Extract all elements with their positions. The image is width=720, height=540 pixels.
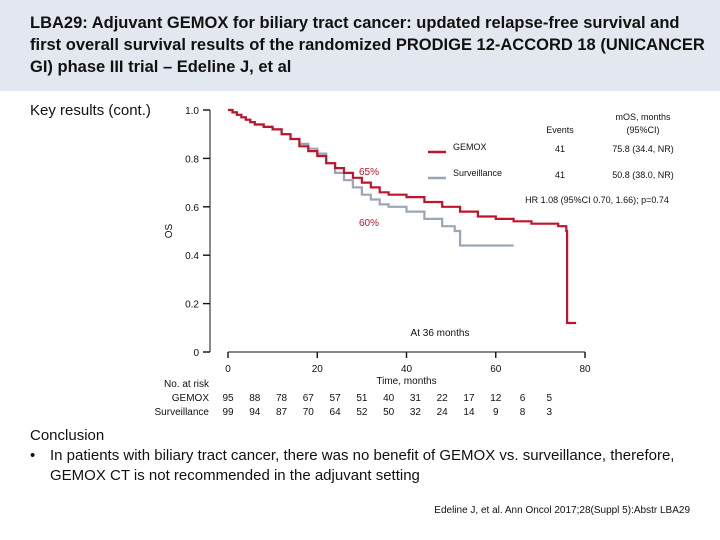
legend-median: 75.8 (34.4, NR) (612, 144, 674, 154)
conclusion-text: In patients with biliary tract cancer, t… (50, 447, 675, 484)
risk-value: 51 (356, 393, 368, 404)
chart-axes: 0 0.2 0.4 0.6 0.8 1.0 OS 0 20 40 60 80 Time, months (164, 106, 591, 387)
conclusion-block: Conclusion • In patients with biliary tr… (30, 426, 710, 486)
risk-value: 17 (463, 393, 475, 404)
gemox-36-label: 65% (359, 167, 379, 178)
risk-value: 70 (303, 407, 315, 418)
conclusion-item: • In patients with biliary tract cancer,… (30, 446, 710, 486)
x-tick-label: 20 (312, 364, 324, 375)
x-axis-label: Time, months (376, 376, 436, 387)
at-36-months-label: At 36 months (411, 328, 470, 339)
risk-value: 8 (520, 407, 526, 418)
y-tick-label: 0.4 (185, 251, 199, 262)
legend-median: 50.8 (38.0, NR) (612, 170, 674, 180)
x-tick-label: 60 (490, 364, 502, 375)
y-tick-label: 0.2 (185, 300, 199, 311)
y-tick-label: 0.8 (185, 154, 199, 165)
legend-label: GEMOX (453, 142, 487, 152)
series-line-gemox (228, 108, 577, 325)
y-axis-label: OS (164, 223, 175, 238)
y-tick-label: 1.0 (185, 106, 199, 117)
conclusion-heading: Conclusion (30, 427, 105, 444)
risk-value: 12 (490, 393, 502, 404)
risk-row-label: GEMOX (172, 393, 210, 404)
y-tick-label: 0.6 (185, 203, 199, 214)
x-tick-label: 0 (225, 364, 231, 375)
risk-value: 40 (383, 393, 395, 404)
risk-value: 31 (410, 393, 422, 404)
risk-value: 50 (383, 407, 395, 418)
risk-value: 52 (356, 407, 368, 418)
risk-value: 9 (493, 407, 499, 418)
chart-annotations: HR 1.08 (95%CI 0.70, 1.66); p=0.74 65% 60%… (359, 167, 669, 339)
legend-header-median-2: (95%CI) (626, 125, 659, 135)
legend-label: Surveillance (453, 168, 502, 178)
risk-value: 87 (276, 407, 288, 418)
header-bar: LBA29: Adjuvant GEMOX for biliary tract … (0, 0, 720, 91)
risk-header: No. at risk (164, 379, 210, 390)
surveillance-36-label: 60% (359, 218, 379, 229)
risk-value: 5 (547, 393, 553, 404)
risk-value: 88 (249, 393, 261, 404)
risk-value: 24 (437, 407, 449, 418)
chart-lines (228, 108, 577, 325)
hr-text: HR 1.08 (95%CI 0.70, 1.66); p=0.74 (525, 195, 669, 205)
x-tick-label: 80 (579, 364, 591, 375)
risk-value: 95 (222, 393, 234, 404)
risk-value: 3 (547, 407, 553, 418)
legend-events: 41 (555, 144, 565, 154)
risk-row-label: Surveillance (155, 407, 210, 418)
risk-value: 67 (303, 393, 315, 404)
footnote: Edeline J, et al. Ann Oncol 2017;28(Supp… (434, 505, 690, 516)
risk-value: 64 (330, 407, 342, 418)
risk-value: 6 (520, 393, 526, 404)
risk-value: 57 (330, 393, 342, 404)
risk-value: 99 (222, 407, 234, 418)
risk-value: 14 (463, 407, 475, 418)
legend-header-events: Events (546, 125, 574, 135)
legend-events: 41 (555, 170, 565, 180)
chart-legend: Events mOS, months (95%CI) GEMOX 41 75.8 (34.… (428, 112, 674, 180)
risk-value: 32 (410, 407, 422, 418)
risk-value: 22 (437, 393, 449, 404)
risk-value: 78 (276, 393, 288, 404)
slide-subtitle: Key results (cont.) (30, 102, 151, 119)
x-tick-label: 40 (401, 364, 413, 375)
y-tick-label: 0 (193, 348, 199, 359)
bullet-icon: • (30, 447, 36, 464)
legend-header-median-1: mOS, months (615, 112, 671, 122)
risk-value: 94 (249, 407, 261, 418)
slide-title: LBA29: Adjuvant GEMOX for biliary tract … (30, 14, 705, 76)
